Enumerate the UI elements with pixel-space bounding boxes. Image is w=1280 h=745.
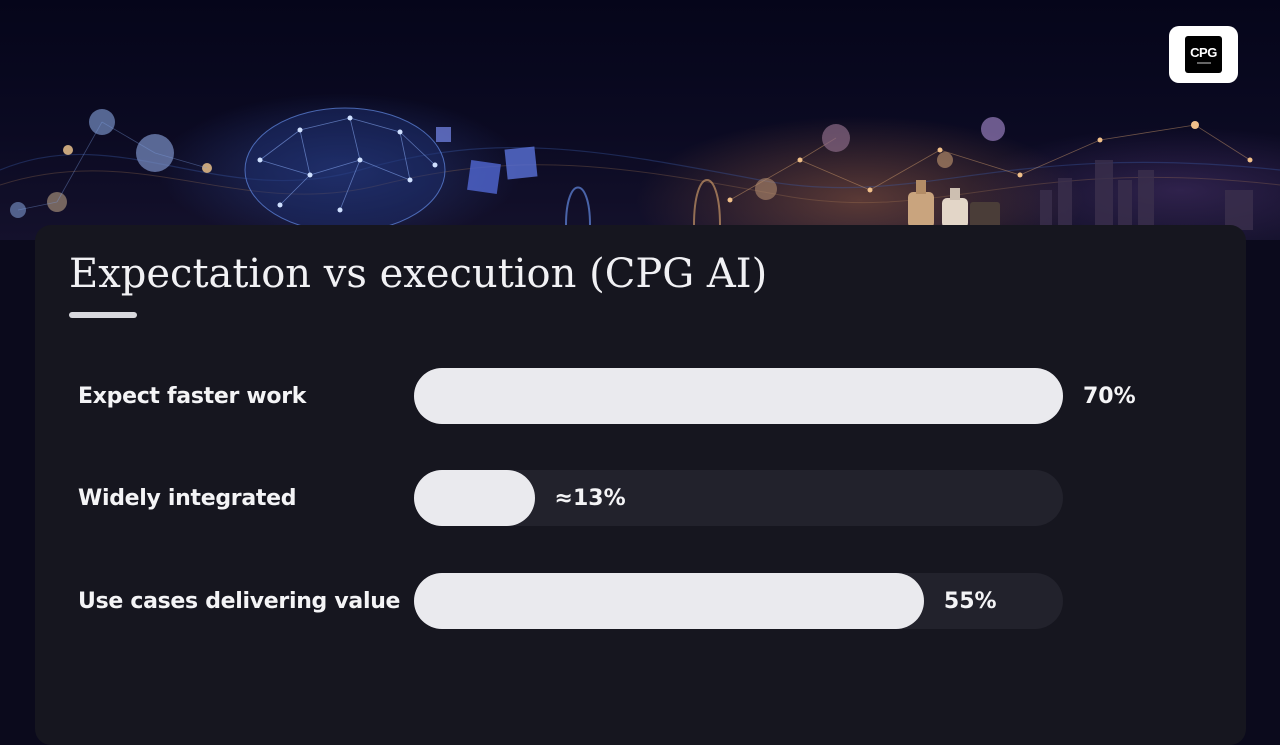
bar-category-label: Widely integrated (78, 485, 297, 511)
bar-fill (414, 573, 924, 629)
bar-value-label: 55% (943, 588, 997, 614)
title-underline (69, 312, 137, 318)
chart-title: Expectation vs execution (CPG AI) (69, 251, 768, 297)
bar-category-label: Expect faster work (78, 383, 307, 409)
header-banner-illustration (0, 0, 1280, 240)
logo-subline (1196, 61, 1211, 64)
bar-track (414, 470, 1063, 526)
cpg-logo: CPG (1169, 26, 1238, 83)
brain-network-icon (244, 107, 446, 233)
ai-network-illustration (0, 107, 1280, 233)
bar-value-label: 70% (1083, 383, 1136, 409)
product-bottles-icon (908, 180, 1000, 228)
bar-fill (414, 368, 1063, 424)
cpg-logo-mark: CPG (1185, 36, 1222, 73)
bar-track (414, 573, 1063, 629)
bar-fill (414, 470, 535, 526)
logo-text: CPG (1190, 44, 1217, 60)
bar-category-label: Use cases delivering value (78, 588, 401, 614)
bar-track (414, 368, 1063, 424)
bar-value-label: ≈13% (554, 485, 626, 511)
